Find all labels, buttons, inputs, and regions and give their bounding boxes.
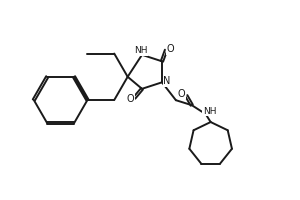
- Text: O: O: [127, 94, 134, 104]
- Text: N: N: [163, 76, 171, 86]
- Text: O: O: [178, 89, 185, 99]
- Text: NH: NH: [134, 46, 148, 55]
- Text: NH: NH: [203, 107, 216, 116]
- Text: O: O: [166, 44, 174, 54]
